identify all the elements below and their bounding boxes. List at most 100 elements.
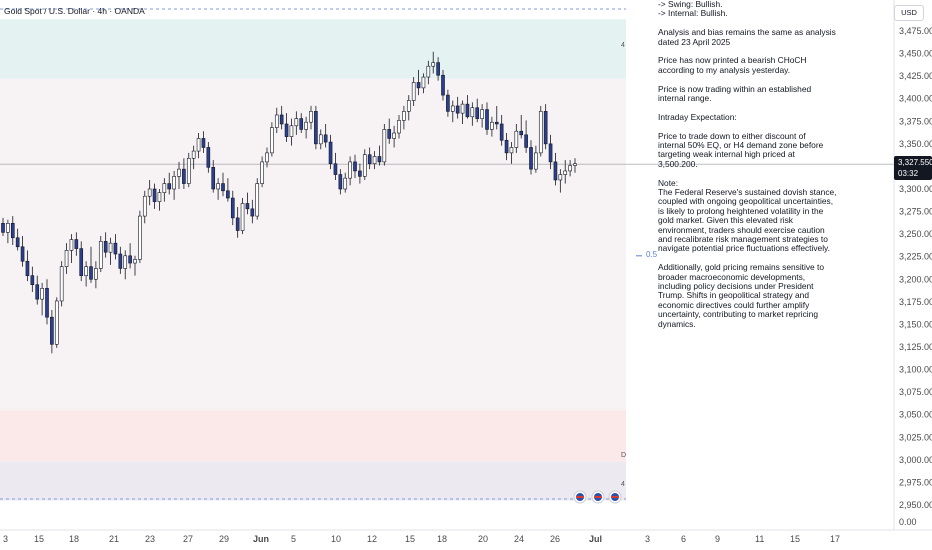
candle (568, 160, 572, 177)
candle (108, 237, 113, 265)
time-tick-label: 27 (183, 534, 193, 544)
price-tick-label: 3,375.00 (899, 116, 932, 126)
candle-body (152, 188, 157, 202)
candle (255, 178, 260, 220)
candle-body (304, 121, 308, 130)
candle (284, 113, 289, 143)
candle (343, 172, 348, 193)
time-tick-label: 21 (109, 534, 119, 544)
price-tick-label: 3,250.00 (899, 229, 932, 239)
chart-title: Gold Spot / U.S. Dollar · 4h · OANDA (4, 6, 145, 16)
price-tick-label: 3,075.00 (899, 387, 932, 397)
candle-body (69, 239, 74, 251)
candle (519, 114, 524, 139)
note-para-6-head: Note: (658, 177, 679, 188)
candle (113, 234, 118, 260)
candle (142, 190, 147, 224)
candle (118, 246, 123, 274)
candle (323, 123, 328, 148)
economic-event-icon[interactable] (608, 490, 622, 504)
candle (289, 118, 294, 146)
candle (54, 297, 59, 348)
candle (172, 170, 176, 200)
candle-body (59, 266, 64, 302)
candle (504, 133, 509, 161)
zone-bottom-label: 4 (621, 481, 625, 488)
candle-body (509, 147, 514, 154)
candle-body (15, 237, 20, 248)
candle (372, 151, 377, 170)
price-tick-label: 3,275.00 (899, 207, 932, 217)
zone-range (0, 78, 626, 411)
candle-body (534, 152, 538, 170)
time-tick-label: 3 (3, 534, 8, 544)
candle (133, 255, 137, 276)
time-tick-label: 9 (715, 534, 720, 544)
candle (25, 250, 30, 282)
candle-body (206, 147, 211, 168)
candle (509, 142, 514, 164)
candle (182, 158, 186, 189)
candle (167, 172, 172, 195)
candle-body (226, 190, 230, 199)
candle-body (20, 246, 25, 262)
economic-event-icon[interactable] (573, 490, 587, 504)
candle-body (230, 197, 235, 219)
price-tick-label: 3,425.00 (899, 71, 932, 81)
economic-event-icon[interactable] (591, 490, 605, 504)
candle-body (138, 215, 142, 260)
price-tick-label: 3,025.00 (899, 432, 932, 442)
candle (270, 122, 274, 157)
price-tick-label: 0.00 (899, 517, 917, 527)
candle (338, 169, 343, 195)
note-para-1: Analysis and bias remains the same as an… (658, 27, 836, 47)
candle-body (142, 195, 147, 217)
candle (553, 152, 558, 186)
zones-layer (0, 19, 626, 501)
candle (446, 89, 450, 117)
price-tick-label: 2,975.00 (899, 477, 932, 487)
candle (299, 113, 304, 134)
candle-body (421, 76, 426, 89)
candle-body (279, 114, 284, 125)
flag-stripe (594, 496, 602, 498)
candle-body (177, 168, 181, 177)
candle-body (455, 105, 460, 114)
candle-body (362, 154, 367, 177)
candle (328, 134, 333, 170)
candle (186, 152, 191, 188)
candle-body (348, 161, 352, 179)
candle (524, 120, 528, 153)
candle-body (54, 300, 59, 345)
candle (128, 243, 132, 269)
candle-body (30, 275, 35, 286)
price-tick-label: 3,350.00 (899, 139, 932, 149)
candle (406, 95, 411, 121)
candle (211, 160, 216, 193)
candle-body (94, 268, 98, 280)
candle-body (426, 65, 431, 78)
candle-body (182, 168, 186, 184)
flag-stripe (576, 496, 584, 498)
candle-body (441, 74, 445, 96)
candle-body (64, 250, 69, 267)
candle (59, 261, 64, 307)
note-para-5: Price to trade down to either discount o… (658, 130, 824, 169)
candle (15, 228, 20, 251)
candle-body (450, 105, 455, 112)
candle-body (392, 132, 396, 139)
candle (74, 232, 79, 256)
candle-body (372, 156, 377, 165)
currency-button[interactable]: USD (894, 5, 924, 21)
candle (382, 123, 387, 166)
candle (362, 149, 367, 180)
price-axis[interactable]: 3,475.00 3,450.00 3,425.00 3,400.00 3,375.00… (893, 0, 932, 550)
candle-body (40, 288, 44, 300)
candle-body (416, 82, 421, 89)
candle (455, 96, 460, 119)
candle-body (50, 316, 54, 345)
time-axis[interactable]: 3 15 18 21 23 27 29 Jun 5 10 12 15 18 20 24 26 Jul 3 6 9 11 1… (0, 529, 932, 544)
candle-body (538, 111, 543, 154)
note-para-4: Intraday Expectation: (658, 111, 737, 122)
